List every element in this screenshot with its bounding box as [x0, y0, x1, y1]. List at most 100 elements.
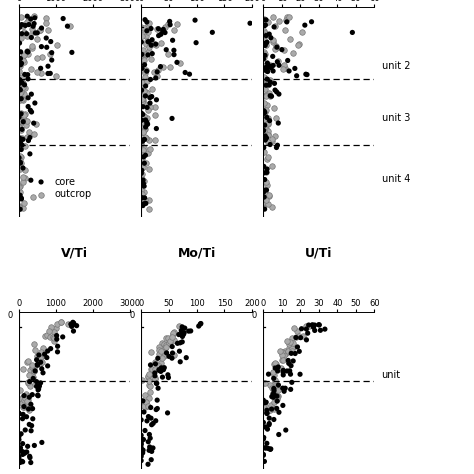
- Point: [162, 344, 169, 352]
- Point: [143, 77, 151, 85]
- Point: [15, 122, 23, 130]
- Point: [260, 109, 267, 117]
- Point: [283, 367, 291, 375]
- Point: [146, 103, 154, 110]
- Point: [283, 18, 291, 26]
- Point: [151, 374, 159, 382]
- Point: [262, 32, 270, 39]
- Point: [48, 49, 55, 56]
- Point: [151, 358, 159, 366]
- Point: [57, 319, 65, 326]
- Point: [163, 46, 170, 54]
- Point: [138, 376, 146, 383]
- Point: [144, 21, 152, 29]
- Point: [181, 324, 189, 332]
- Point: [59, 15, 67, 22]
- Point: [161, 348, 169, 356]
- Point: [21, 394, 29, 402]
- Point: [275, 409, 283, 416]
- Point: [272, 132, 279, 140]
- Point: [166, 21, 174, 28]
- Point: [260, 396, 267, 404]
- Point: [26, 378, 34, 385]
- Point: [141, 73, 148, 81]
- Point: [17, 444, 24, 452]
- Point: [21, 448, 29, 456]
- Point: [151, 372, 159, 380]
- Point: [34, 392, 41, 399]
- Point: [269, 53, 276, 60]
- Point: [283, 17, 290, 24]
- Point: [269, 389, 277, 397]
- Point: [138, 197, 146, 205]
- Point: [16, 386, 24, 393]
- Point: [142, 88, 149, 96]
- Point: [294, 343, 301, 351]
- Point: [139, 163, 146, 171]
- Point: [165, 339, 173, 347]
- Point: [139, 202, 146, 210]
- Point: [143, 417, 151, 425]
- Point: [152, 417, 160, 425]
- Point: [273, 392, 281, 400]
- Point: [305, 322, 312, 330]
- Point: [287, 349, 295, 357]
- Point: [270, 23, 278, 31]
- Point: [137, 453, 145, 460]
- Point: [178, 338, 186, 346]
- Point: [151, 111, 159, 119]
- Point: [19, 53, 27, 60]
- Point: [265, 421, 273, 428]
- Point: [23, 448, 30, 456]
- Point: [38, 365, 46, 373]
- Point: [271, 80, 278, 87]
- Point: [268, 92, 275, 100]
- Point: [269, 36, 277, 44]
- Point: [137, 38, 145, 46]
- Point: [26, 150, 34, 158]
- Point: [38, 53, 46, 61]
- Point: [303, 336, 310, 344]
- Point: [298, 28, 306, 36]
- Point: [295, 40, 302, 48]
- Point: [139, 449, 146, 456]
- Point: [282, 384, 289, 392]
- Point: [19, 164, 27, 172]
- Point: [169, 349, 176, 357]
- Point: [140, 66, 147, 73]
- Point: [284, 13, 292, 20]
- Point: [68, 48, 76, 56]
- Point: [139, 176, 147, 184]
- Point: [143, 104, 151, 111]
- Point: [34, 361, 41, 368]
- Point: [266, 78, 274, 86]
- Point: [27, 427, 35, 435]
- Point: [284, 356, 292, 364]
- Point: [137, 441, 145, 448]
- Point: [21, 143, 29, 150]
- Point: [317, 327, 324, 334]
- Point: [263, 407, 271, 414]
- Point: [138, 97, 146, 105]
- Point: [267, 63, 274, 70]
- Point: [266, 92, 273, 100]
- Point: [25, 137, 32, 144]
- Point: [140, 408, 148, 416]
- Point: [33, 356, 40, 364]
- Point: [21, 71, 28, 78]
- Point: [29, 22, 37, 30]
- Point: [175, 331, 182, 338]
- Point: [18, 60, 25, 67]
- Point: [27, 176, 35, 184]
- Point: [137, 440, 145, 447]
- Point: [140, 56, 147, 64]
- Point: [155, 32, 163, 39]
- Point: [284, 57, 292, 64]
- Point: [261, 109, 269, 116]
- Point: [282, 26, 289, 34]
- Point: [17, 159, 25, 167]
- Point: [17, 89, 24, 97]
- Point: [18, 95, 25, 102]
- Point: [37, 358, 45, 366]
- Point: [262, 91, 270, 99]
